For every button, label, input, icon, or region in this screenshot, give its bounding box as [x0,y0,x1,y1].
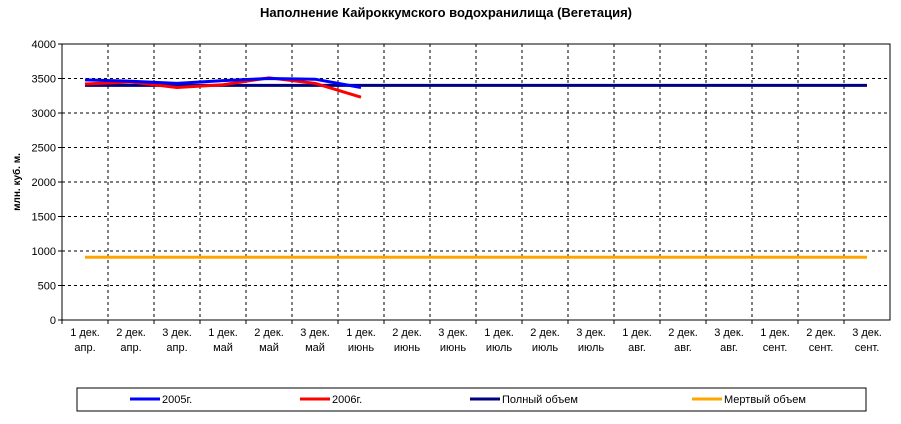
y-tick-label: 4000 [32,39,56,51]
x-tick-label-line: апр. [120,342,141,354]
x-tick-label-line: 2 дек. [530,327,560,339]
x-tick-label: 2 дек. июнь [392,327,422,354]
x-tick-label-line: май [213,342,233,354]
x-tick-label-line: 2 дек. [392,327,422,339]
x-tick-label-line: 2 дек. [668,327,698,339]
y-tick-label: 3500 [32,74,56,86]
x-tick-label-line: 2 дек. [254,327,284,339]
y-tick-label: 2500 [32,143,56,155]
x-tick-label-line: июль [532,342,559,354]
x-tick-label-line: июль [578,342,605,354]
x-tick-label-line: июль [486,342,513,354]
x-tick-label-line: июнь [394,342,420,354]
y-tick-label: 0 [50,315,56,327]
y-tick-label: 1500 [32,212,56,224]
legend-label: Полный объем [502,394,578,406]
x-tick-label: 3 дек. авг. [714,327,744,354]
x-tick-label-line: 3 дек. [714,327,744,339]
x-tick-label: 1 дек. апр. [70,327,100,354]
x-tick-label: 1 дек. июль [484,327,514,354]
x-tick-label-line: 3 дек. [576,327,606,339]
x-tick-label-line: 1 дек. [484,327,514,339]
x-tick-label: 2 дек. май [254,327,284,354]
x-tick-label-line: 3 дек. [852,327,882,339]
x-tick-label-line: 1 дек. [70,327,100,339]
x-tick-label: 2 дек. июль [530,327,560,354]
x-tick-label: 2 дек. авг. [668,327,698,354]
x-tick-label-line: авг. [674,342,692,354]
legend-label: 2006г. [332,394,362,406]
chart-title: Наполнение Кайроккумского водохранилища … [260,5,632,20]
x-tick-label-line: апр. [74,342,95,354]
x-tick-label-line: 2 дек. [806,327,836,339]
x-tick-label: 1 дек. сент. [760,327,790,354]
x-tick-label-line: май [259,342,279,354]
x-tick-label-line: 1 дек. [208,327,238,339]
x-tick-label-line: июнь [440,342,466,354]
x-tick-label: 1 дек. июнь [346,327,376,354]
x-tick-label-line: 1 дек. [760,327,790,339]
x-tick-label-line: июнь [348,342,374,354]
x-tick-label-line: 3 дек. [162,327,192,339]
legend-label: 2005г. [162,394,192,406]
x-tick-label-line: авг. [628,342,646,354]
x-tick-label: 3 дек. май [300,327,330,354]
y-tick-label: 1000 [32,246,56,258]
x-tick-label: 2 дек. сент. [806,327,836,354]
x-tick-label-line: 2 дек. [116,327,146,339]
x-tick-label: 3 дек. июль [576,327,606,354]
x-tick-label: 1 дек. май [208,327,238,354]
x-tick-label: 2 дек. апр. [116,327,146,354]
x-tick-label: 3 дек. июнь [438,327,468,354]
x-tick-label-line: сент. [809,342,834,354]
x-tick-label: 1 дек. авг. [622,327,652,354]
legend-label: Мертвый объем [724,394,806,406]
x-tick-label-line: 1 дек. [622,327,652,339]
series-line [84,77,362,89]
x-tick-label-line: 3 дек. [300,327,330,339]
x-tick-label-line: авг. [720,342,738,354]
x-tick-label-line: апр. [166,342,187,354]
x-tick-label-line: май [305,342,325,354]
x-tick-label: 3 дек. апр. [162,327,192,354]
x-tick-label: 3 дек. сент. [852,327,882,354]
y-axis-label: млн. куб. м. [11,153,23,211]
x-tick-label-line: 1 дек. [346,327,376,339]
x-tick-label-line: сент. [763,342,788,354]
x-tick-label-line: 3 дек. [438,327,468,339]
y-tick-label: 3000 [32,108,56,120]
x-tick-label-line: сент. [855,342,880,354]
y-tick-label: 2000 [32,177,56,189]
y-tick-label: 500 [38,281,56,293]
